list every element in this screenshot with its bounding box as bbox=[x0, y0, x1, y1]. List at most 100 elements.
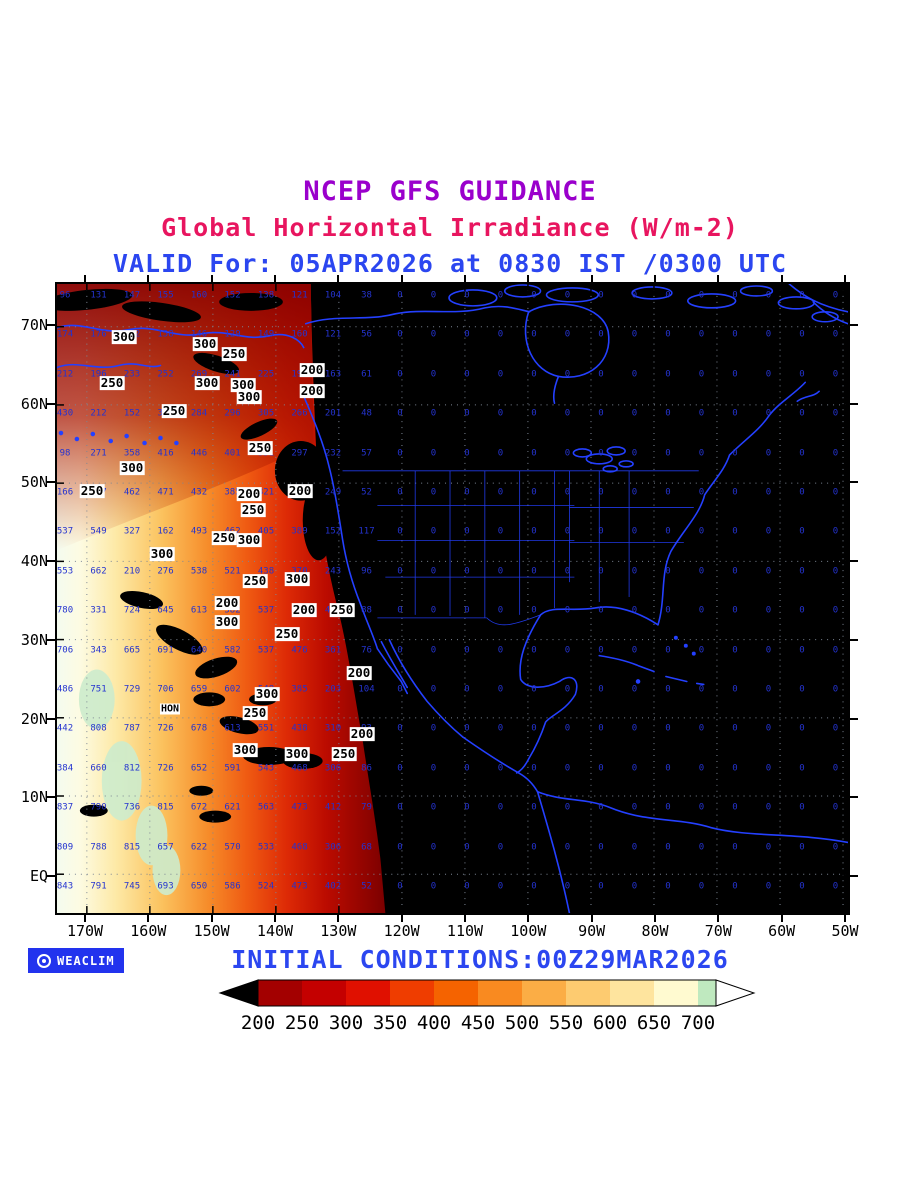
grid-value: 0 bbox=[631, 723, 638, 734]
grid-value: 476 bbox=[291, 645, 308, 656]
grid-value: 0 bbox=[732, 526, 738, 537]
grid-value: 0 bbox=[531, 566, 537, 577]
grid-value: 524 bbox=[257, 881, 275, 892]
contour-label: 300 bbox=[119, 460, 145, 476]
grid-value: 0 bbox=[665, 723, 671, 734]
grid-value: 76 bbox=[361, 645, 372, 656]
contour-label: 200 bbox=[349, 726, 375, 742]
grid-value: 385 bbox=[291, 684, 308, 695]
grid-value: 276 bbox=[157, 566, 174, 577]
grid-value: 613 bbox=[190, 605, 208, 616]
grid-value: 0 bbox=[430, 842, 437, 853]
axis-tick bbox=[273, 275, 276, 282]
grid-value: 787 bbox=[123, 723, 141, 734]
grid-value: 252 bbox=[157, 369, 174, 380]
grid-value: 0 bbox=[799, 566, 805, 577]
grid-value: 0 bbox=[799, 881, 805, 892]
grid-value: 0 bbox=[564, 605, 571, 616]
axis-tick bbox=[590, 915, 593, 922]
colorbar: 200 250 300 350 400 450 500 550 600 650 700 bbox=[218, 979, 756, 1034]
grid-value: 0 bbox=[732, 684, 738, 695]
grid-value: 166 bbox=[57, 487, 74, 498]
grid-value: 96 bbox=[361, 566, 372, 577]
grid-value: 0 bbox=[430, 802, 437, 813]
grid-value: 0 bbox=[732, 487, 738, 498]
grid-value: 0 bbox=[397, 605, 403, 616]
colorbar-tick-label: 300 bbox=[329, 1012, 363, 1034]
grid-value: 361 bbox=[324, 645, 342, 656]
lon-label: 170W bbox=[66, 922, 104, 940]
grid-value: 0 bbox=[464, 605, 470, 616]
grid-value: 0 bbox=[598, 290, 604, 301]
grid-value: 327 bbox=[123, 526, 141, 537]
grid-value: 0 bbox=[531, 290, 537, 301]
axis-tick bbox=[47, 324, 55, 326]
grid-value: 416 bbox=[157, 448, 174, 459]
grid-value: 0 bbox=[732, 566, 738, 577]
grid-value: 162 bbox=[157, 526, 174, 537]
grid-value: 310 bbox=[324, 723, 342, 734]
grid-value: 0 bbox=[799, 763, 805, 774]
axis-tick bbox=[850, 796, 858, 799]
axis-tick bbox=[337, 915, 340, 922]
grid-value: 0 bbox=[397, 802, 403, 813]
grid-value: 0 bbox=[698, 645, 705, 656]
grid-value: 0 bbox=[631, 645, 638, 656]
grid-value: 843 bbox=[57, 881, 74, 892]
contour-label: 300 bbox=[214, 614, 240, 630]
grid-value: 306 bbox=[324, 842, 342, 853]
axis-tick bbox=[400, 275, 403, 282]
axis-tick bbox=[47, 560, 55, 563]
grid-value: 152 bbox=[123, 408, 141, 419]
grid-value: 549 bbox=[90, 526, 107, 537]
grid-value: 657 bbox=[157, 842, 174, 853]
contour-label: 200 bbox=[299, 383, 325, 399]
grid-value: 0 bbox=[732, 881, 738, 892]
grid-value: 0 bbox=[732, 842, 738, 853]
grid-value: 0 bbox=[564, 684, 571, 695]
grid-value: 0 bbox=[397, 487, 403, 498]
grid-value: 442 bbox=[57, 723, 74, 734]
grid-value: 0 bbox=[765, 645, 772, 656]
grid-value: 0 bbox=[631, 369, 638, 380]
grid-value: 0 bbox=[698, 408, 705, 419]
grid-value: 210 bbox=[123, 566, 141, 577]
grid-value: 0 bbox=[665, 329, 671, 340]
grid-value: 0 bbox=[430, 684, 437, 695]
axis-tick bbox=[843, 275, 846, 282]
grid-value: 0 bbox=[564, 487, 571, 498]
grid-value: 401 bbox=[224, 448, 241, 459]
grid-value: 0 bbox=[732, 763, 738, 774]
grid-value: 0 bbox=[497, 684, 504, 695]
axis-tick bbox=[400, 915, 403, 922]
axis-tick bbox=[47, 638, 55, 641]
grid-value: 0 bbox=[598, 684, 604, 695]
page-title: NCEP GFS GUIDANCE bbox=[303, 176, 597, 207]
grid-value: 0 bbox=[598, 881, 604, 892]
lat-label: 10N bbox=[20, 788, 48, 807]
grid-value: 0 bbox=[497, 448, 504, 459]
grid-value: 0 bbox=[430, 290, 437, 301]
axis-tick bbox=[147, 915, 150, 922]
grid-value: 0 bbox=[698, 802, 705, 813]
grid-value: 729 bbox=[123, 684, 141, 695]
grid-value: 271 bbox=[90, 448, 107, 459]
grid-value: 0 bbox=[665, 566, 671, 577]
axis-tick bbox=[47, 481, 55, 484]
grid-value: 815 bbox=[157, 802, 174, 813]
grid-value: 706 bbox=[57, 645, 74, 656]
grid-value: 0 bbox=[397, 290, 403, 301]
grid-value: 0 bbox=[698, 763, 705, 774]
axis-tick bbox=[47, 402, 55, 405]
grid-value: 0 bbox=[698, 369, 705, 380]
axis-tick bbox=[337, 275, 340, 282]
grid-value: 152 bbox=[324, 526, 342, 537]
grid-value: 551 bbox=[257, 723, 275, 734]
grid-value: 0 bbox=[564, 448, 571, 459]
grid-value: 0 bbox=[698, 723, 705, 734]
grid-value: 52 bbox=[361, 487, 372, 498]
grid-value: 0 bbox=[598, 487, 604, 498]
grid-value: 0 bbox=[464, 369, 470, 380]
contour-label: 200 bbox=[291, 602, 317, 618]
colorbar-tick-label: 600 bbox=[593, 1012, 627, 1034]
